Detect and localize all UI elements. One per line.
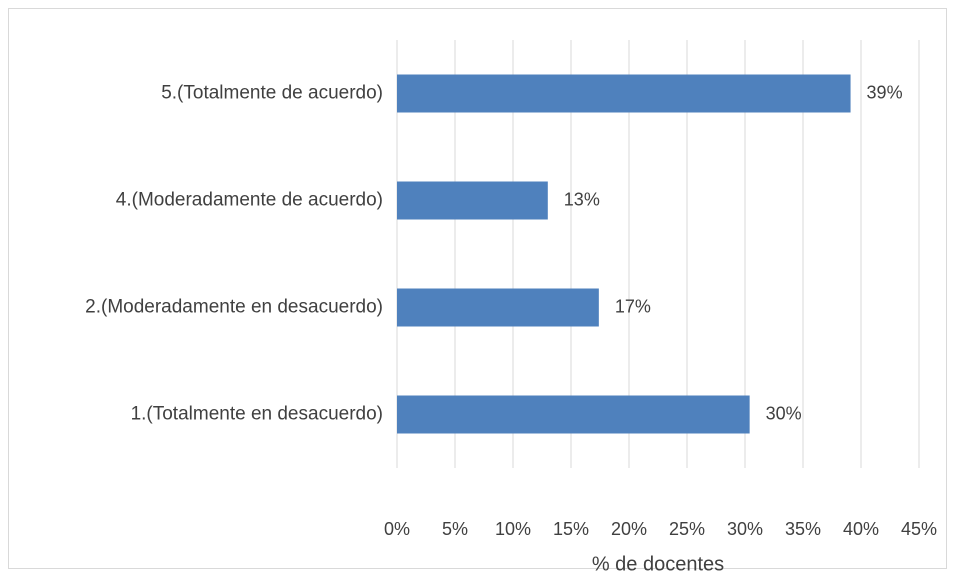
x-axis-label: % de docentes bbox=[592, 553, 724, 575]
x-tick-label: 25% bbox=[669, 519, 705, 539]
y-tick-label: 2.(Moderadamente en desacuerdo) bbox=[85, 297, 383, 318]
y-tick-label: 5.(Totalmente de acuerdo) bbox=[161, 83, 383, 104]
bar bbox=[397, 74, 851, 113]
x-tick-label: 5% bbox=[442, 519, 468, 539]
data-label: 30% bbox=[766, 403, 802, 423]
data-label: 13% bbox=[564, 189, 600, 209]
y-tick-label: 4.(Moderadamente de acuerdo) bbox=[116, 190, 383, 211]
bar bbox=[397, 395, 750, 434]
x-tick-label: 35% bbox=[785, 519, 821, 539]
x-tick-label: 20% bbox=[611, 519, 647, 539]
data-label: 17% bbox=[615, 296, 651, 316]
data-label: 39% bbox=[867, 82, 903, 102]
bar bbox=[397, 288, 599, 327]
x-tick-label: 10% bbox=[495, 519, 531, 539]
x-tick-label: 40% bbox=[843, 519, 879, 539]
x-tick-label: 0% bbox=[384, 519, 410, 539]
bar bbox=[397, 181, 548, 220]
x-tick-label: 45% bbox=[901, 519, 937, 539]
x-tick-label: 15% bbox=[553, 519, 589, 539]
x-tick-label: 30% bbox=[727, 519, 763, 539]
y-tick-label: 1.(Totalmente en desacuerdo) bbox=[131, 404, 383, 425]
